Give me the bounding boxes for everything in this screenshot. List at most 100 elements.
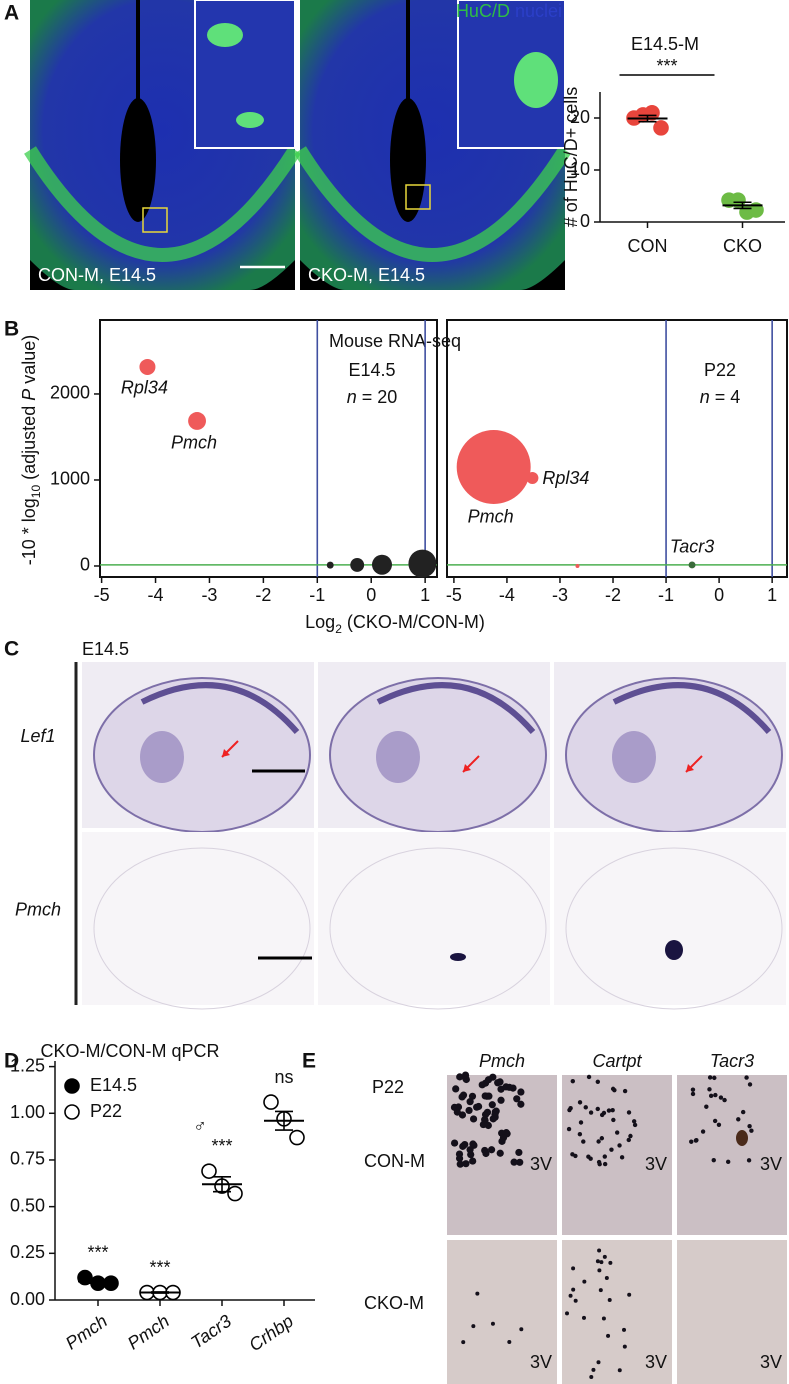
cell-dot [617, 1143, 622, 1148]
cell-dot [690, 1087, 696, 1092]
cell-dot [517, 1100, 525, 1108]
brain-outline [565, 847, 783, 1010]
cell-dot [475, 1291, 480, 1296]
cell-dot [513, 1095, 521, 1103]
stain-nuclei: nuclei [515, 1, 562, 21]
cell-dot [482, 1149, 490, 1158]
x-axis-label: Log2 (CKO-M/CON-M) [305, 612, 485, 636]
ish-section [562, 1240, 672, 1384]
cell-dot [718, 1095, 724, 1100]
error-bar [275, 1110, 293, 1131]
cell-dot [617, 1368, 622, 1373]
point-label: Tacr3 [670, 537, 714, 557]
cell-dot [459, 1091, 468, 1099]
inset-cell [207, 23, 243, 47]
cell-dot [581, 1315, 586, 1320]
stain-huc: HuC/D [456, 1, 510, 21]
x-tick-label: -1 [658, 585, 674, 605]
error-bar [638, 114, 657, 123]
cell-dot [588, 1110, 594, 1115]
cell-dot [571, 1266, 576, 1271]
cell-dot [586, 1074, 592, 1080]
tissue-edge [300, 260, 565, 290]
y-axis-label-part: (adjusted [19, 401, 39, 485]
cell-dot [614, 1130, 620, 1135]
cell-dot [466, 1098, 474, 1106]
ish-image [318, 832, 550, 1005]
error-bar [89, 1278, 107, 1284]
x-tick-label: -1 [309, 585, 325, 605]
y-tick-label: 20 [570, 107, 590, 127]
y-tick-label: 1000 [50, 469, 90, 489]
cell-dot [484, 1076, 493, 1084]
ventricle [120, 98, 156, 222]
cell-dot [497, 1096, 505, 1104]
stage-label: P22 [372, 1077, 404, 1097]
x-tick-label: Pmch [124, 1311, 173, 1354]
y-tick-label: 2000 [50, 383, 90, 403]
y-tick-label: 10 [570, 159, 590, 179]
point-label: Pmch [468, 507, 514, 527]
image-label: CKO-M, E14.5 [308, 265, 425, 285]
cell-dot [601, 1316, 606, 1321]
cell-dot [597, 1161, 602, 1167]
cell-dot [487, 1146, 496, 1154]
data-point [644, 105, 660, 121]
significance: *** [149, 1257, 170, 1277]
cell-dot [606, 1108, 612, 1113]
cell-dot [622, 1344, 627, 1349]
cell-dot [722, 1097, 727, 1103]
y-tick-label: 0.50 [10, 1195, 45, 1215]
chart-title: E14.5-M [631, 34, 699, 54]
cell-dot [566, 1126, 572, 1132]
x-tick-label: 1 [420, 585, 430, 605]
x-tick-label: -2 [605, 585, 621, 605]
panel-label: A [4, 2, 19, 25]
cell-dot [567, 1107, 572, 1113]
y-axis-label-part: P [19, 389, 39, 401]
data-point [730, 192, 746, 208]
stage-label: E14.5 [82, 639, 129, 659]
region-label: 3V [645, 1352, 667, 1372]
x-tick-label: -2 [255, 585, 271, 605]
tissue-rim [24, 146, 301, 262]
ish-image [554, 832, 786, 1005]
cell-dot [565, 1311, 570, 1316]
cell-dot [456, 1073, 464, 1081]
cell-dot [627, 1292, 632, 1297]
data-point [289, 1129, 305, 1146]
x-tick-label: Tacr3 [187, 1311, 235, 1353]
cell-dot [577, 1131, 583, 1137]
significance: *** [656, 56, 677, 76]
cell-dot [454, 1103, 463, 1111]
ish-image [82, 832, 314, 1005]
stage-label: E14.5 [348, 360, 395, 380]
cell-dot [700, 1129, 706, 1134]
x-tick-label: -3 [552, 585, 568, 605]
cell-dot [632, 1122, 638, 1128]
expression-spot [450, 953, 466, 961]
cell-dot [694, 1137, 699, 1143]
cell-dot [740, 1109, 746, 1115]
bubble [188, 412, 207, 430]
cell-dot [713, 1092, 718, 1098]
cell-dot [628, 1133, 633, 1139]
column-label: Tacr3 [710, 1051, 754, 1071]
cell-dot [609, 1147, 614, 1152]
cell-dot [712, 1075, 717, 1081]
cell-dot [626, 1137, 631, 1143]
row-label: CON-M [364, 1151, 425, 1171]
cell-dot [595, 1079, 601, 1084]
data-point [748, 202, 764, 218]
cell-dot [595, 1106, 600, 1112]
roi-box [142, 207, 168, 233]
cell-dot [626, 1110, 632, 1115]
region-label: 3V [530, 1352, 552, 1372]
data-point [227, 1185, 243, 1202]
region-label: 3V [760, 1154, 782, 1174]
row-label: CKO-M [364, 1293, 424, 1313]
tissue-edge [30, 260, 295, 290]
x-axis-label-part: (CKO-M/CON-M) [342, 612, 485, 632]
